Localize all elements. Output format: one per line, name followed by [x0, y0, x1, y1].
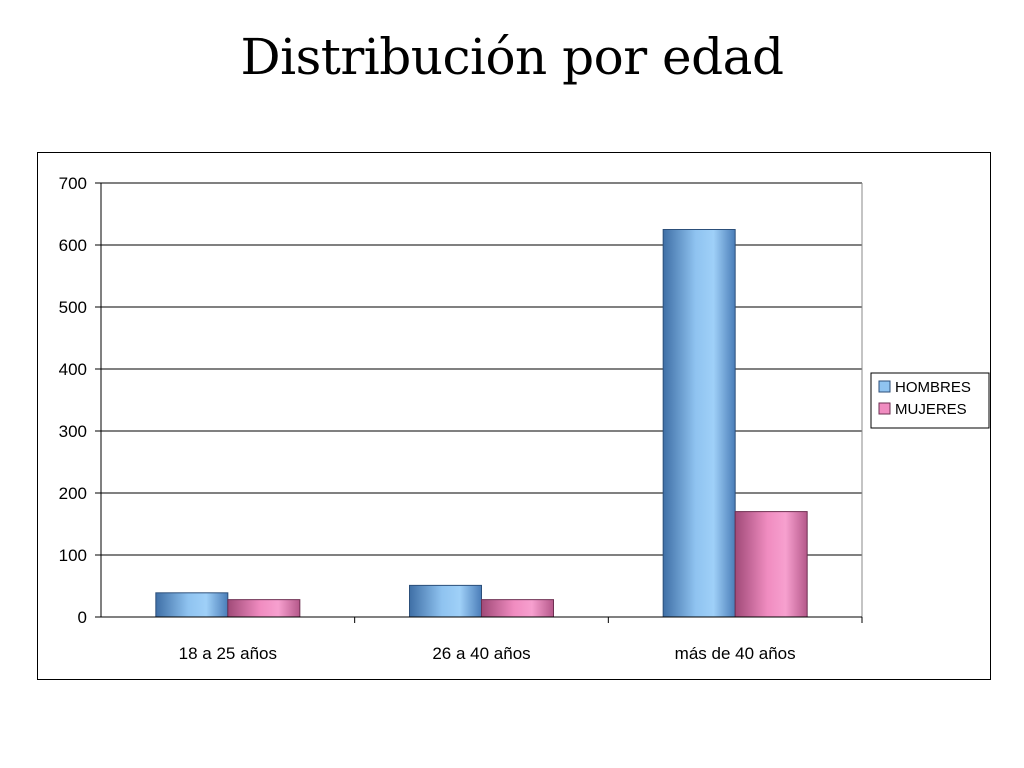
y-tick-label: 600 — [59, 236, 87, 255]
slide-title: Distribución por edad — [240, 28, 784, 86]
bar-hombres-2 — [409, 584, 482, 618]
y-tick-label: 0 — [78, 608, 87, 627]
legend-label-hombres: HOMBRES — [895, 379, 971, 396]
x-tick-label: más de 40 años — [675, 644, 796, 663]
y-tick-label: 700 — [59, 174, 87, 193]
legend-swatch-mujeres — [878, 402, 891, 415]
y-tick-label: 100 — [59, 546, 87, 565]
bar-mujeres-2 — [481, 599, 554, 618]
legend: HOMBRES MUJERES — [870, 372, 990, 429]
axes: 0 100 200 300 400 500 600 700 18 a 25 años 26 a 4… — [59, 174, 863, 663]
y-tick-label: 400 — [59, 360, 87, 379]
x-tick-label: 26 a 40 años — [432, 644, 530, 663]
bar-mujeres-1 — [227, 599, 301, 618]
legend-box — [870, 372, 990, 429]
bar-hombres-1 — [155, 592, 229, 618]
chart-frame — [37, 152, 991, 680]
legend-swatch-hombres — [878, 380, 891, 393]
y-tick-label: 200 — [59, 484, 87, 503]
y-tick-label: 500 — [59, 298, 87, 317]
legend-label-mujeres: MUJERES — [895, 401, 967, 418]
bars — [155, 229, 808, 618]
y-tick-label: 300 — [59, 422, 87, 441]
bar-hombres-3 — [662, 229, 736, 618]
x-tick-label: 18 a 25 años — [179, 644, 277, 663]
bar-mujeres-3 — [734, 511, 808, 618]
